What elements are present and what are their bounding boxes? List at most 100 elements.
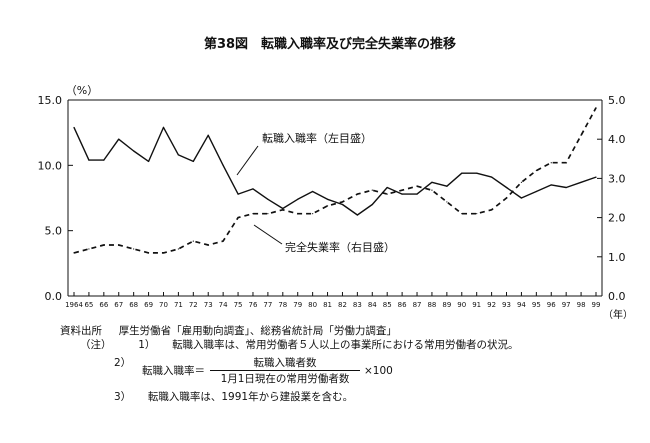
data-point-turnover xyxy=(535,190,537,193)
data-point-unemployment xyxy=(461,213,463,215)
data-point-turnover xyxy=(103,159,105,161)
data-point-unemployment xyxy=(371,189,373,191)
data-point-turnover xyxy=(461,172,463,174)
x-axis-tick-label: 75 xyxy=(234,301,243,309)
left-axis-tick-label: 0.0 xyxy=(45,290,63,303)
data-point-unemployment xyxy=(491,209,493,211)
note-1-number: 1） xyxy=(138,339,156,351)
data-point-unemployment xyxy=(595,107,597,109)
right-axis-tick-label: 1.0 xyxy=(608,251,626,264)
data-point-turnover xyxy=(386,186,388,189)
left-axis-tick-label: 10.0 xyxy=(38,159,63,172)
x-axis-tick-label: 67 xyxy=(114,301,123,309)
note-3-text: 転職入職率は、1991年から建設業を含む。 xyxy=(147,391,354,403)
data-point-turnover xyxy=(476,172,478,174)
data-point-unemployment xyxy=(446,201,448,203)
x-axis-tick-label: 83 xyxy=(353,301,362,309)
note-label: （注） xyxy=(80,339,112,351)
series-line-turnover-rate xyxy=(73,126,597,216)
right-axis-tick-label: 4.0 xyxy=(608,133,626,146)
series-label-turnover: 転職入職率（左目盛） xyxy=(262,131,372,145)
data-point-turnover xyxy=(133,150,135,152)
x-axis-tick-label: 97 xyxy=(562,301,571,309)
x-axis-tick-label: 73 xyxy=(204,301,213,309)
data-point-turnover xyxy=(118,138,120,140)
x-axis-tick-label: 90 xyxy=(457,301,466,309)
source-text: 厚生労働省「雇用動向調査」、総務省統計局「労働力調査」 xyxy=(118,325,397,337)
note-1-text: 転職入職率は、常用労働者５人以上の事業所における常用労働者の状況。 xyxy=(172,339,519,351)
chart-title: 第38図 転職入職率及び完全失業率の推移 xyxy=(204,36,456,52)
x-axis-tick-label: 77 xyxy=(263,301,272,309)
x-axis-tick-label: 76 xyxy=(249,301,258,309)
x-axis-tick-label: 65 xyxy=(84,301,93,309)
data-point-unemployment xyxy=(535,169,537,172)
data-point-turnover xyxy=(341,203,344,206)
data-point-turnover xyxy=(416,193,418,195)
data-point-unemployment xyxy=(431,189,433,191)
x-axis-tick-label: 66 xyxy=(99,301,108,309)
data-point-unemployment xyxy=(297,213,299,215)
x-axis-tick-label: 82 xyxy=(338,301,347,309)
data-point-unemployment xyxy=(326,205,329,207)
data-point-unemployment xyxy=(550,162,552,164)
data-point-unemployment xyxy=(207,244,209,246)
right-axis-tick-label: 3.0 xyxy=(608,172,626,185)
data-point-turnover xyxy=(267,198,269,200)
data-point-turnover xyxy=(297,198,299,200)
data-point-unemployment xyxy=(222,240,224,242)
note-2-multiplier: ×100 xyxy=(364,365,393,377)
data-point-unemployment xyxy=(237,217,239,219)
data-point-unemployment xyxy=(282,209,284,211)
note-2-numerator: 転職入職者数 xyxy=(210,356,360,371)
note-2-number: 2） xyxy=(114,357,132,369)
x-axis-tick-label: 94 xyxy=(517,301,526,309)
data-point-unemployment xyxy=(580,134,582,136)
left-axis-unit-label: （%） xyxy=(66,84,98,97)
x-axis-tick-label: 86 xyxy=(398,301,407,309)
data-point-unemployment xyxy=(133,248,135,250)
note-2-lhs: 転職入職率＝ xyxy=(142,365,205,377)
x-axis-tick-label: 93 xyxy=(502,301,511,309)
data-point-turnover xyxy=(565,186,567,189)
data-point-turnover xyxy=(147,160,150,163)
data-point-unemployment xyxy=(267,213,269,215)
x-axis-tick-label: 78 xyxy=(278,301,287,309)
x-axis-tick-label: 72 xyxy=(189,301,198,309)
data-point-turnover xyxy=(162,126,165,129)
x-axis-tick-label: 85 xyxy=(383,301,392,309)
x-axis-tick-label: 84 xyxy=(368,301,377,309)
data-point-turnover xyxy=(192,160,194,163)
x-axis-tick-label: 89 xyxy=(442,301,451,309)
data-point-turnover xyxy=(88,159,90,161)
data-point-turnover xyxy=(73,126,75,129)
x-axis-tick-label: 1964 xyxy=(65,301,83,309)
data-point-turnover xyxy=(356,214,358,216)
data-point-turnover xyxy=(371,203,373,206)
data-point-turnover xyxy=(207,134,209,136)
x-axis-tick-label: 99 xyxy=(592,301,601,309)
data-point-unemployment xyxy=(416,185,418,187)
data-point-turnover xyxy=(312,190,314,193)
data-point-turnover xyxy=(595,176,597,178)
data-point-unemployment xyxy=(312,213,314,215)
x-axis-unit-label: （年） xyxy=(603,308,633,321)
data-point-unemployment xyxy=(341,201,344,203)
data-point-unemployment xyxy=(118,244,120,246)
data-point-turnover xyxy=(431,181,433,183)
x-axis-tick-label: 71 xyxy=(174,301,183,309)
data-point-unemployment xyxy=(192,240,194,242)
data-point-unemployment xyxy=(88,248,90,250)
note-3-row: 3） 転職入職率は、1991年から建設業を含む。 xyxy=(114,390,353,404)
x-axis-tick-label: 70 xyxy=(159,301,168,309)
data-point-turnover xyxy=(491,176,493,178)
data-point-turnover xyxy=(177,154,179,156)
data-point-unemployment xyxy=(73,252,75,254)
x-axis-tick-label: 88 xyxy=(427,301,436,309)
data-point-unemployment xyxy=(565,162,567,164)
note-1-row: （注） 1） 転職入職率は、常用労働者５人以上の事業所における常用労働者の状況。 xyxy=(80,338,519,352)
data-point-unemployment xyxy=(356,193,358,195)
series-line-unemployment-rate xyxy=(73,107,597,254)
data-point-turnover xyxy=(505,186,508,189)
x-axis-tick-label: 91 xyxy=(472,301,481,309)
